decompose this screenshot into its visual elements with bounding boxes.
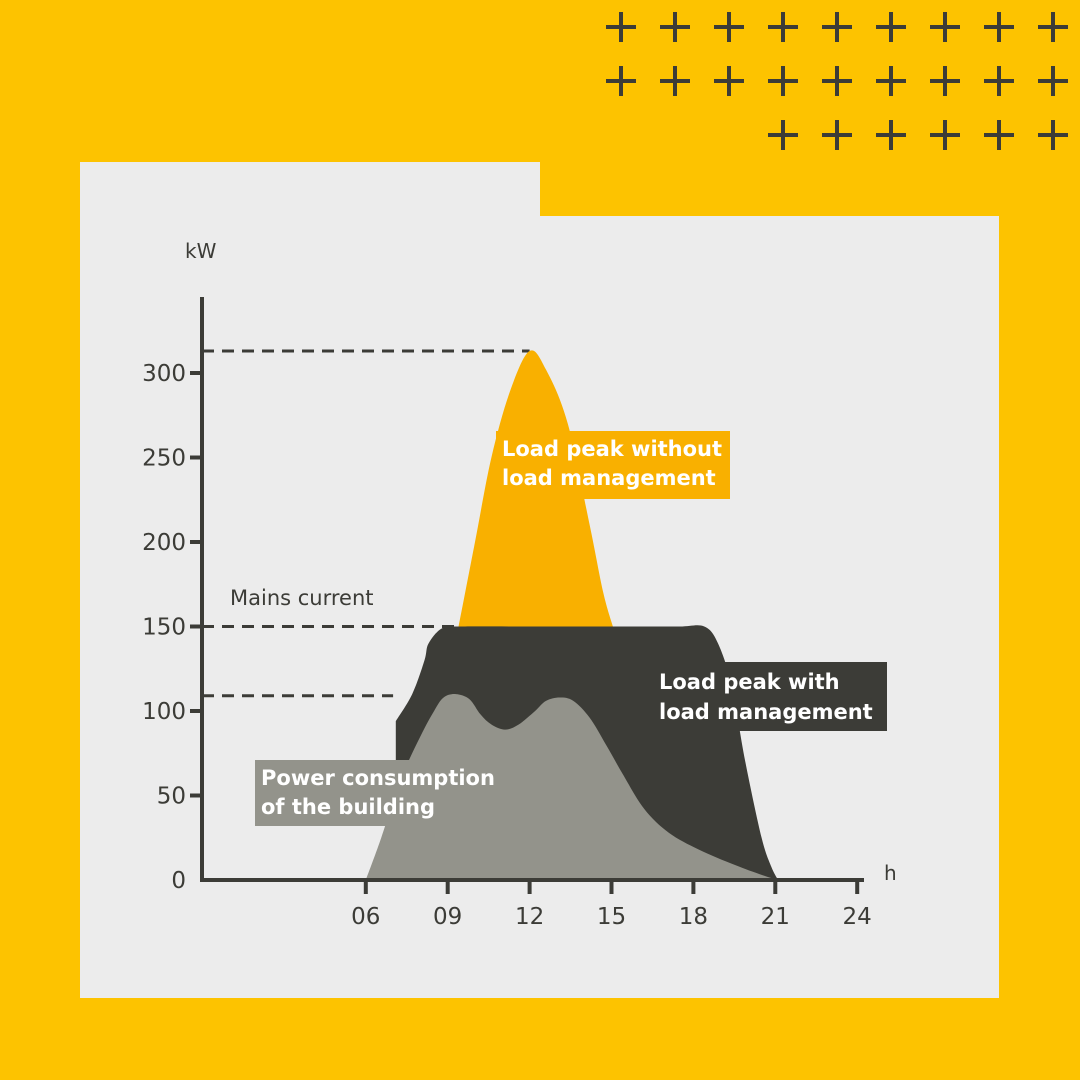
decorative-plus-grid-top <box>606 12 1068 150</box>
label-building-line-2: of the building <box>261 795 435 819</box>
y-tick-label: 200 <box>142 530 186 556</box>
x-tick-label: 12 <box>515 904 544 930</box>
label-building-line-1: Power consumption <box>261 766 495 790</box>
plus-icon <box>876 120 906 150</box>
x-tick-label: 18 <box>679 904 708 930</box>
plus-icon <box>660 12 690 42</box>
plus-icon <box>822 120 852 150</box>
plus-icon <box>606 12 636 42</box>
label-peak-without-line-1: Load peak without <box>502 437 722 461</box>
y-axis-unit-label: kW <box>185 239 217 263</box>
plus-icon <box>660 66 690 96</box>
x-tick-label: 15 <box>597 904 626 930</box>
plus-icon <box>1038 12 1068 42</box>
plus-icon <box>768 12 798 42</box>
y-tick-label: 300 <box>142 361 186 387</box>
y-tick-label: 100 <box>142 699 186 725</box>
y-tick-label: 150 <box>142 615 186 641</box>
plus-icon <box>822 66 852 96</box>
area-building-consumption <box>365 694 778 880</box>
plus-icon <box>930 66 960 96</box>
label-peak-without-line-2: load management <box>502 466 716 490</box>
reference-lines <box>202 349 530 698</box>
y-tick-label: 0 <box>171 868 186 894</box>
plus-icon <box>930 120 960 150</box>
x-tick-label: 24 <box>843 904 872 930</box>
plus-icon <box>930 12 960 42</box>
label-peak-with-line-2: load management <box>659 700 873 724</box>
plus-icon <box>984 12 1014 42</box>
plus-icon <box>876 66 906 96</box>
plus-icon <box>876 12 906 42</box>
plus-icon <box>984 66 1014 96</box>
chart-axes <box>200 297 864 882</box>
mains-current-label: Mains current <box>230 586 374 610</box>
x-axis-ticks: 06 09 12 15 18 21 24 <box>351 880 872 930</box>
plus-icon <box>984 120 1014 150</box>
label-peak-without-box <box>496 431 730 499</box>
label-peak-with-box <box>652 662 887 731</box>
label-building-box <box>255 760 493 826</box>
x-tick-label: 09 <box>433 904 462 930</box>
plus-icon <box>1038 66 1068 96</box>
y-tick-label: 250 <box>142 446 186 472</box>
plus-icon <box>768 120 798 150</box>
plus-icon <box>714 66 744 96</box>
label-peak-with-line-1: Load peak with <box>659 670 840 694</box>
y-axis-ticks: 0 50 100 150 200 250 300 <box>142 361 202 894</box>
plus-icon <box>1038 120 1068 150</box>
plus-icon <box>822 12 852 42</box>
plus-icon <box>606 66 636 96</box>
x-tick-label: 06 <box>351 904 380 930</box>
label-peak-without: Load peak without load management <box>496 431 730 499</box>
y-tick-label: 50 <box>157 784 186 810</box>
label-building: Power consumption of the building <box>255 760 495 826</box>
plus-icon <box>714 12 744 42</box>
label-peak-with: Load peak with load management <box>652 662 887 731</box>
plus-icon <box>768 66 798 96</box>
x-tick-label: 21 <box>761 904 790 930</box>
x-axis-unit-label: h <box>884 861 897 885</box>
